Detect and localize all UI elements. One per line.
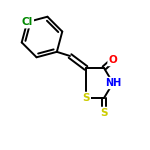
Text: S: S xyxy=(82,93,90,103)
Text: S: S xyxy=(100,108,108,118)
Text: NH: NH xyxy=(105,78,121,88)
Text: Cl: Cl xyxy=(22,17,33,27)
Text: O: O xyxy=(109,55,117,65)
